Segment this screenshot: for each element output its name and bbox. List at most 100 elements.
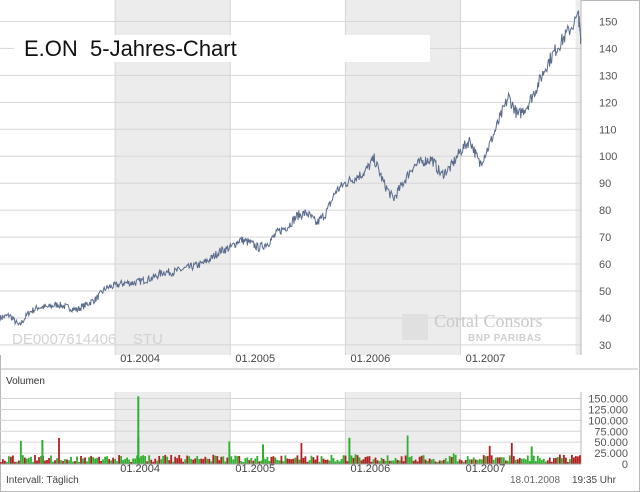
volume-bar: [322, 458, 325, 464]
volume-bar: [514, 459, 517, 464]
volume-bar: [338, 461, 341, 464]
volume-bar: [278, 460, 281, 464]
volume-bar: [424, 459, 427, 464]
volume-bar: [86, 461, 88, 464]
price-y-tick-label: 90: [599, 178, 611, 190]
volume-bar: [98, 456, 100, 464]
volume-bar: [118, 455, 120, 464]
volume-bar: [242, 462, 245, 464]
volume-bar: [430, 459, 433, 464]
volume-bar: [36, 460, 38, 464]
price-series-line: [0, 10, 582, 326]
volume-bar: [450, 457, 453, 464]
brand-subtitle: BNP PARIBAS: [468, 333, 542, 344]
volume-bar: [134, 458, 136, 464]
volume-bar: [20, 440, 22, 464]
volume-bar: [48, 458, 50, 464]
volume-bar: [559, 454, 561, 464]
price-y-tick-label: 50: [599, 286, 611, 298]
volume-bar: [162, 456, 165, 464]
volume-bar: [380, 457, 383, 464]
volume-bar: [452, 453, 455, 464]
volume-bar: [402, 461, 405, 464]
volume-bar: [318, 461, 321, 464]
volume-bar: [563, 454, 565, 464]
volume-y-tick-label: 150.000: [588, 394, 628, 406]
volume-bar: [488, 445, 491, 464]
volume-bar: [294, 457, 297, 464]
volume-bar: [34, 455, 36, 464]
volume-bar: [555, 457, 557, 464]
volume-bar: [264, 459, 267, 464]
volume-bar: [232, 459, 235, 464]
volume-bar: [50, 455, 52, 464]
volume-x-tick-label: 01.2006: [350, 463, 390, 475]
volume-bar: [30, 456, 32, 464]
volume-bar: [573, 457, 575, 464]
volume-bar: [544, 461, 547, 464]
volume-bar: [270, 456, 273, 464]
volume-bar: [358, 457, 361, 464]
volume-bar: [158, 456, 161, 464]
volume-bar: [298, 459, 301, 464]
volume-bar: [502, 457, 505, 464]
volume-bars: [0, 396, 581, 465]
volume-bar: [561, 458, 563, 464]
volume-panel-label: Volumen: [6, 376, 45, 387]
volume-bar: [282, 461, 285, 464]
volume-bar: [260, 460, 263, 464]
price-y-tick-label: 80: [599, 205, 611, 217]
volume-y-tick-label: 25.000: [594, 448, 628, 460]
volume-bar: [314, 459, 317, 464]
volume-bar: [178, 455, 181, 464]
volume-bar: [82, 458, 84, 464]
volume-bar: [286, 458, 289, 464]
volume-bar: [526, 455, 529, 464]
volume-bar: [160, 459, 163, 464]
volume-bar: [340, 459, 343, 464]
volume-bar: [557, 457, 559, 464]
volume-spike-bar: [262, 444, 264, 464]
volume-bar: [406, 435, 409, 464]
price-y-tick-label: 60: [599, 259, 611, 271]
volume-bar: [12, 455, 14, 464]
volume-bar: [90, 455, 92, 464]
volume-bar: [476, 460, 479, 464]
volume-bar: [194, 458, 197, 464]
volume-bar: [567, 462, 569, 464]
volume-bar: [198, 459, 201, 464]
volume-bar: [66, 459, 68, 464]
volume-bar: [124, 459, 126, 464]
volume-bar: [146, 461, 149, 464]
volume-bar: [224, 461, 227, 464]
volume-bar: [546, 460, 549, 464]
volume-bar: [492, 459, 495, 464]
volume-bar: [24, 457, 26, 464]
volume-bar: [192, 459, 195, 464]
volume-spike-bar: [530, 446, 533, 464]
chart-title: E.ON 5-Jahres-Chart: [14, 35, 430, 62]
volume-spike-bar: [41, 440, 44, 464]
volume-bar: [22, 455, 24, 464]
volume-bar: [274, 457, 277, 464]
volume-bar: [228, 441, 231, 464]
volume-bar: [68, 460, 70, 464]
volume-bar: [56, 458, 58, 464]
volume-bar: [210, 461, 213, 464]
volume-bar: [516, 459, 519, 464]
volume-bar: [96, 457, 98, 464]
volume-bar: [112, 457, 114, 464]
volume-bar: [304, 456, 307, 464]
volume-bar: [410, 456, 413, 464]
volume-bar: [506, 460, 509, 464]
volume-bar: [456, 461, 459, 464]
volume-bar: [404, 455, 407, 464]
volume-bar: [288, 458, 291, 464]
volume-bar: [126, 457, 128, 464]
volume-bar: [496, 457, 499, 464]
volume-y-tick-label: 100.000: [588, 415, 628, 427]
volume-bar: [170, 455, 173, 464]
volume-spike-bar: [137, 436, 140, 464]
volume-bar: [474, 459, 477, 464]
volume-bar: [364, 457, 367, 464]
